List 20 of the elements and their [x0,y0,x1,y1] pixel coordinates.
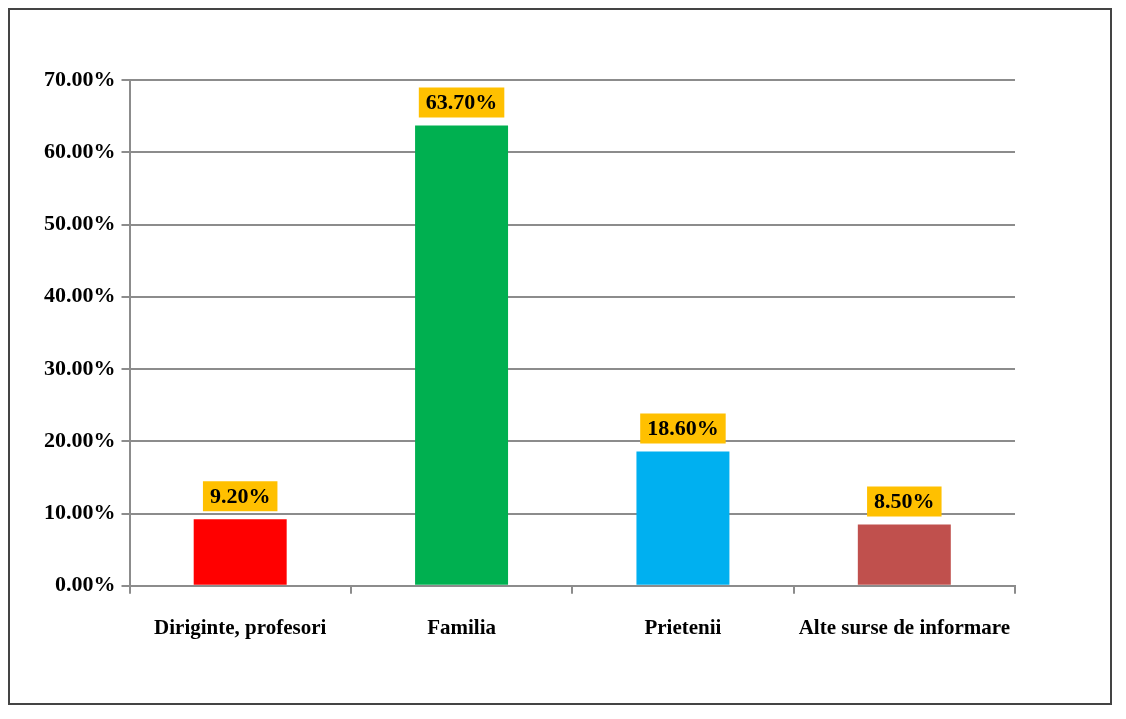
x-tick-label: Diriginte, profesori [154,614,327,639]
y-tick-label: 60.00% [44,137,116,163]
y-tick-label: 70.00% [44,65,116,91]
x-tick-label: Familia [427,614,497,639]
data-label: 8.50% [874,488,935,514]
x-tick-label: Prietenii [644,614,722,639]
x-tick-label: Alte surse de informare [798,614,1010,639]
y-tick-label: 20.00% [44,426,116,452]
y-tick-label: 30.00% [44,354,116,380]
bar [193,519,287,585]
y-tick-label: 40.00% [44,282,116,308]
y-tick-label: 0.00% [55,571,116,597]
y-tick-label: 50.00% [44,210,116,236]
y-tick-label: 10.00% [44,499,116,525]
bar [636,451,730,585]
data-label: 9.20% [209,483,271,509]
bar [857,524,951,585]
data-label: 63.70% [425,89,498,115]
bar [415,125,509,585]
data-label: 18.60% [647,415,719,441]
